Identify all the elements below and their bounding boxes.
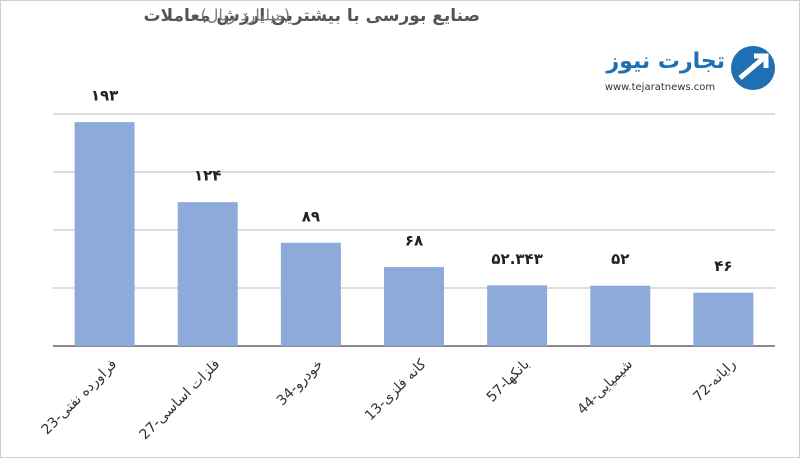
logo-url: www.tejaratnews.com (605, 82, 715, 93)
bar (384, 267, 444, 346)
value-label: ۸۹ (302, 207, 320, 225)
bar (280, 242, 341, 346)
logo-name: تجارت نیوز (605, 49, 725, 74)
value-label: ۵۲ (611, 250, 629, 268)
value-label: ۴۶ (714, 257, 732, 275)
bar (74, 122, 135, 347)
value-label: ۵۲.۳۴۳ (491, 250, 542, 268)
chart-title: صنایع بورسی با بیشترین ارزش معاملات (143, 6, 480, 26)
bar (177, 202, 238, 346)
bar (590, 285, 651, 346)
value-label: ۶۸ (405, 232, 423, 250)
bar (693, 292, 754, 346)
value-label: ۱۹۳ (91, 87, 118, 105)
chart-subtitle: (میلیارد ریال) (201, 6, 291, 26)
value-label: ۱۲۴ (194, 167, 221, 185)
logo: تجارت نیوز www.tejaratnews.com (605, 46, 775, 93)
logo-arrow (738, 53, 769, 80)
bar (487, 285, 548, 346)
